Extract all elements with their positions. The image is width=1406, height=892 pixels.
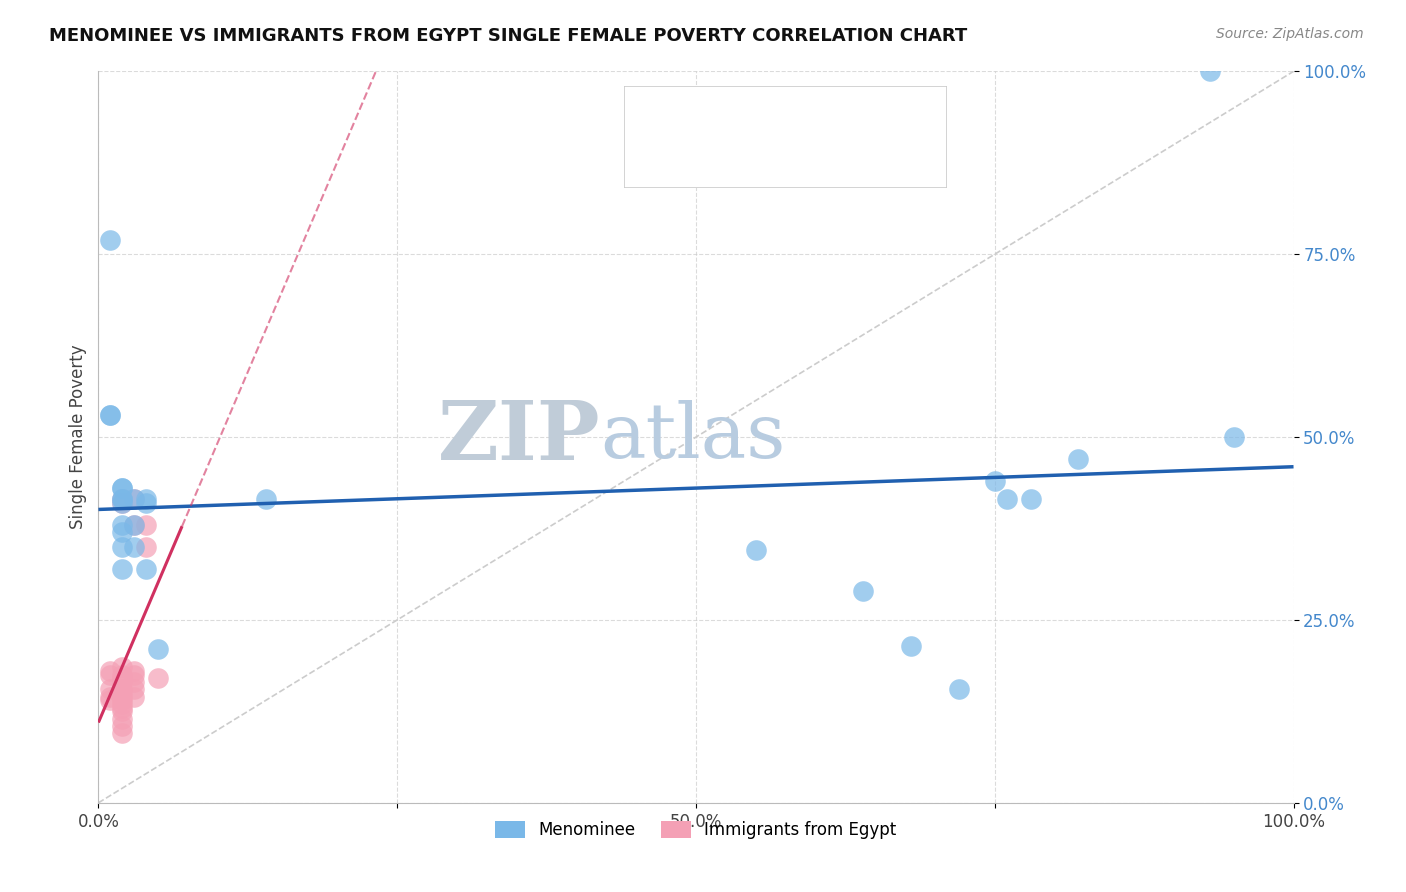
Point [1019, 492, 1042, 507]
Text: ZIP: ZIP [437, 397, 600, 477]
Point [984, 474, 1007, 488]
Point [124, 682, 146, 697]
Point [111, 697, 134, 711]
Point [98, 693, 122, 707]
Point [135, 492, 157, 507]
Point [98, 408, 122, 422]
Point [852, 583, 875, 598]
Y-axis label: Single Female Poverty: Single Female Poverty [69, 345, 87, 529]
Point [1223, 430, 1246, 444]
Point [111, 525, 134, 540]
Point [111, 672, 134, 686]
Point [111, 690, 134, 704]
Point [111, 517, 134, 532]
Point [135, 562, 157, 576]
Point [995, 492, 1018, 507]
Point [111, 496, 134, 510]
Text: Source: ZipAtlas.com: Source: ZipAtlas.com [1216, 27, 1364, 41]
Point [98, 690, 122, 704]
Point [124, 664, 146, 678]
Point [254, 492, 277, 507]
Point [124, 517, 146, 532]
Point [111, 667, 134, 681]
Point [111, 700, 134, 714]
Point [135, 496, 157, 510]
Point [98, 664, 122, 678]
Point [111, 693, 134, 707]
Point [98, 682, 122, 697]
Point [111, 660, 134, 674]
Point [124, 675, 146, 690]
Point [111, 492, 134, 507]
Point [111, 719, 134, 733]
Point [135, 517, 157, 532]
Point [98, 233, 122, 247]
Point [1067, 452, 1090, 467]
Text: MENOMINEE VS IMMIGRANTS FROM EGYPT SINGLE FEMALE POVERTY CORRELATION CHART: MENOMINEE VS IMMIGRANTS FROM EGYPT SINGL… [49, 27, 967, 45]
Point [124, 690, 146, 704]
Point [111, 540, 134, 554]
Point [111, 726, 134, 740]
Point [98, 667, 122, 681]
Point [111, 682, 134, 697]
Point [745, 543, 768, 558]
Point [98, 408, 122, 422]
Point [111, 481, 134, 495]
Point [900, 639, 922, 653]
Point [111, 705, 134, 719]
Point [111, 492, 134, 507]
Point [111, 481, 134, 495]
Legend: Menominee, Immigrants from Egypt: Menominee, Immigrants from Egypt [489, 814, 903, 846]
Point [111, 712, 134, 726]
Text: atlas: atlas [600, 401, 786, 474]
Point [124, 492, 146, 507]
Point [111, 562, 134, 576]
Point [148, 672, 170, 686]
Point [148, 642, 170, 657]
Point [111, 686, 134, 700]
Point [124, 667, 146, 681]
Point [111, 675, 134, 690]
Point [135, 540, 157, 554]
Point [124, 540, 146, 554]
Point [948, 682, 970, 697]
Point [1199, 64, 1222, 78]
Point [124, 517, 146, 532]
Point [124, 492, 146, 507]
Point [111, 496, 134, 510]
Point [111, 492, 134, 507]
